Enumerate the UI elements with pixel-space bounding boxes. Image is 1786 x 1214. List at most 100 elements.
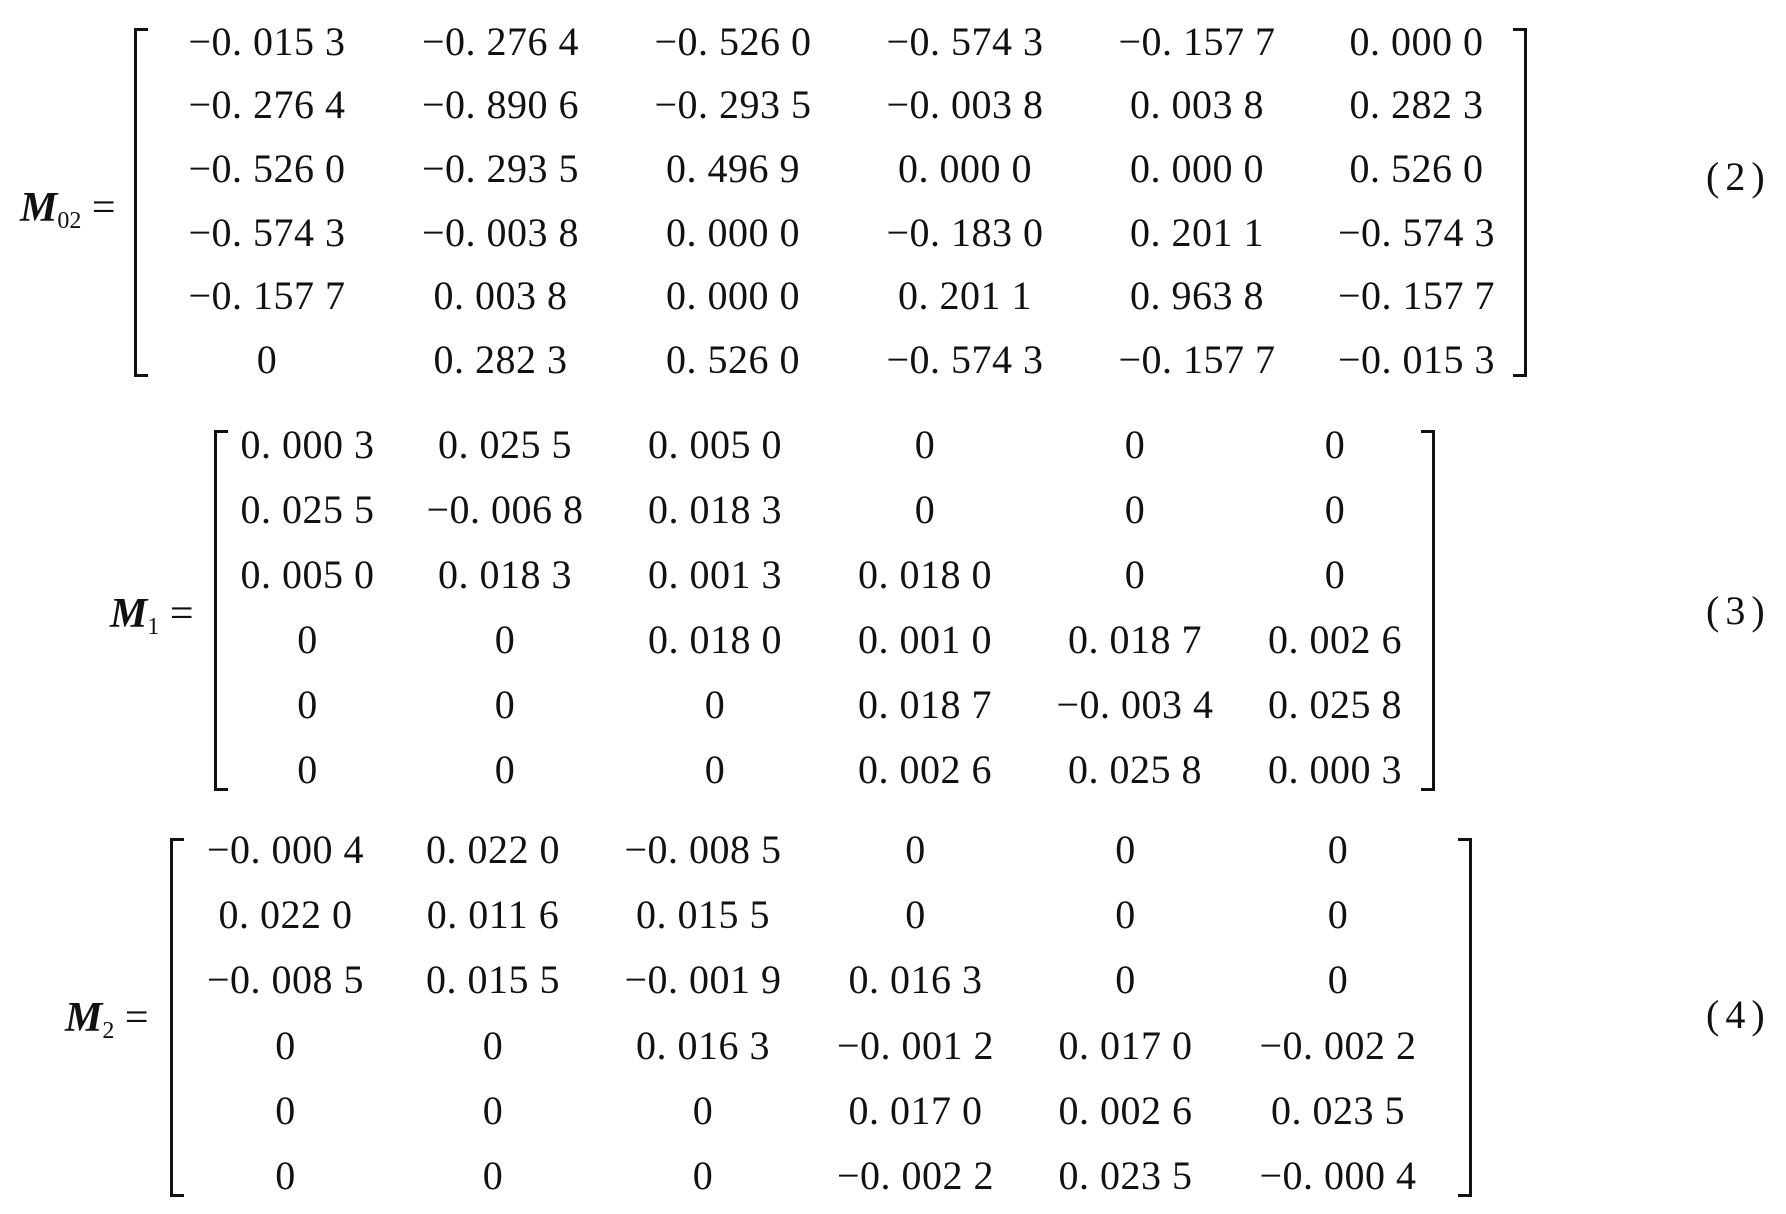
matrix-cell: 0 xyxy=(1324,551,1346,597)
matrix-cell: 0. 017 0 xyxy=(1058,1022,1193,1068)
matrix-cell: 0. 025 5 xyxy=(240,486,375,532)
matrix-cell: 0 xyxy=(1124,486,1146,532)
matrix-subscript: 2 xyxy=(102,1018,115,1044)
matrix-cell: −0. 526 0 xyxy=(654,18,812,64)
matrix-cell: 0 xyxy=(494,681,516,727)
matrix-cell: −0. 001 9 xyxy=(624,957,782,1003)
matrix-cell: 0 xyxy=(1327,891,1349,937)
matrix-cell: 0 xyxy=(275,1153,296,1199)
matrix-cell: 0 xyxy=(482,1022,504,1068)
matrix-cell: 0 xyxy=(1324,421,1346,467)
matrix-cell: 0. 017 0 xyxy=(848,1087,983,1133)
matrix-cell: 0. 201 1 xyxy=(1130,209,1264,255)
matrix-cell: 0. 015 5 xyxy=(636,891,770,937)
matrix-cell: 0. 025 8 xyxy=(1268,681,1402,727)
matrix-cell: −0. 574 3 xyxy=(1337,209,1496,255)
matrix-cell: 0 xyxy=(692,1087,714,1133)
matrix-cell: 0. 018 3 xyxy=(438,551,572,597)
matrix-cell: 0. 003 8 xyxy=(1130,82,1264,128)
matrix-symbol: M xyxy=(110,591,148,637)
matrix-cell: 0 xyxy=(297,616,318,662)
matrix-cell: 0 xyxy=(905,826,926,872)
matrix-cell: 0. 018 7 xyxy=(1068,616,1202,662)
matrix-cell: 0 xyxy=(704,746,726,792)
matrix-cell: 0 xyxy=(494,616,516,662)
matrix-cell: −0. 003 4 xyxy=(1056,681,1214,727)
equation-number: (4) xyxy=(1706,992,1771,1037)
matrix-cell: −0. 015 3 xyxy=(188,18,346,64)
matrix-cell: 0 xyxy=(482,1087,504,1133)
matrix-cell: 0. 201 1 xyxy=(898,273,1032,319)
matrix-cell: −0. 183 0 xyxy=(886,209,1044,255)
matrix-cell: 0. 000 3 xyxy=(240,421,375,467)
matrix-2-right-bracket xyxy=(1513,28,1527,377)
matrix-cell: 0. 496 9 xyxy=(666,146,800,192)
matrix-cell: 0 xyxy=(1115,826,1136,872)
matrix-4-left-bracket xyxy=(170,838,184,1197)
matrix-cell: −0. 293 5 xyxy=(421,146,580,192)
matrix-cell: 0. 025 8 xyxy=(1068,746,1202,792)
matrix-cell: 0. 001 3 xyxy=(648,551,782,597)
matrix-cell: 0. 023 5 xyxy=(1058,1153,1193,1199)
matrix-cell: 0. 526 0 xyxy=(666,337,800,383)
matrix-cell: 0. 018 7 xyxy=(858,681,992,727)
matrix-cell: 0 xyxy=(297,681,318,727)
matrix-cell: 0 xyxy=(256,337,278,383)
matrix-cell: 0. 016 3 xyxy=(848,957,983,1003)
matrix-cell: −0. 157 7 xyxy=(1337,273,1496,319)
matrix-cell: −0. 890 6 xyxy=(421,82,580,128)
matrix-cell: −0. 015 3 xyxy=(1337,337,1496,383)
matrix-cell: −0. 002 2 xyxy=(836,1153,995,1199)
matrix-symbol: M xyxy=(20,185,58,231)
matrix-cell: 0. 016 3 xyxy=(636,1022,770,1068)
matrix-cell: 0 xyxy=(1115,957,1136,1003)
matrix-cell: −0. 008 5 xyxy=(624,826,782,872)
matrix-cell: 0 xyxy=(297,746,318,792)
matrix-cell: −0. 574 3 xyxy=(886,337,1044,383)
matrix-cell: 0 xyxy=(1327,826,1349,872)
matrix-cell: 0 xyxy=(275,1087,296,1133)
matrix-cell: 0 xyxy=(1327,957,1349,1003)
matrix-cell: 0. 000 0 xyxy=(898,146,1032,192)
matrix-cell: 0 xyxy=(1324,486,1346,532)
matrix-cell: −0. 003 8 xyxy=(421,209,580,255)
matrix-cell: 0. 018 3 xyxy=(648,486,782,532)
matrix-subscript: 1 xyxy=(147,614,160,640)
matrix-cell: 0. 282 3 xyxy=(1349,82,1484,128)
matrix-cell: 0 xyxy=(1115,891,1136,937)
matrix-cell: 0 xyxy=(914,486,936,532)
matrix-cell: 0. 015 5 xyxy=(426,957,560,1003)
matrix-cell: 0 xyxy=(914,421,936,467)
matrix-cell: −0. 001 2 xyxy=(836,1022,995,1068)
matrix-cell: 0. 002 6 xyxy=(1058,1087,1193,1133)
equation-2-lhs: M02 = xyxy=(20,187,116,233)
matrix-cell: −0. 157 7 xyxy=(188,273,346,319)
matrix-cell: 0. 963 8 xyxy=(1130,273,1264,319)
matrix-cell: 0. 018 0 xyxy=(648,616,782,662)
matrix-subscript: 02 xyxy=(57,208,82,234)
matrix-cell: 0. 022 0 xyxy=(218,891,353,937)
matrix-cell: 0. 011 6 xyxy=(426,891,560,937)
matrix-cell: 0. 000 0 xyxy=(666,273,800,319)
matrix-cell: −0. 002 2 xyxy=(1259,1022,1417,1068)
equation-number: (3) xyxy=(1706,588,1771,633)
matrix-cell: 0. 000 0 xyxy=(1130,146,1264,192)
matrix-cell: −0. 008 5 xyxy=(206,957,365,1003)
matrix-cell: −0. 157 7 xyxy=(1118,337,1276,383)
matrix-cell: 0 xyxy=(1124,421,1146,467)
matrix-3-left-bracket xyxy=(214,430,228,791)
matrix-cell: 0. 002 6 xyxy=(1268,616,1402,662)
matrix-cell: −0. 526 0 xyxy=(188,146,346,192)
matrix-2-body: −0. 015 3 −0. 276 4 −0. 526 0 −0. 574 3 −0. … xyxy=(150,10,1520,392)
matrix-cell: −0. 003 8 xyxy=(886,82,1044,128)
matrix-cell: 0. 000 0 xyxy=(666,209,800,255)
matrix-cell: −0. 006 8 xyxy=(426,486,584,532)
matrix-cell: 0 xyxy=(704,681,726,727)
matrix-cell: 0. 018 0 xyxy=(858,551,992,597)
equals-sign: = xyxy=(91,185,116,231)
matrix-cell: −0. 000 4 xyxy=(1259,1153,1417,1199)
matrix-cell: 0. 526 0 xyxy=(1349,146,1484,192)
matrix-cell: 0 xyxy=(494,746,516,792)
matrix-cell: 0. 000 0 xyxy=(1349,18,1484,64)
